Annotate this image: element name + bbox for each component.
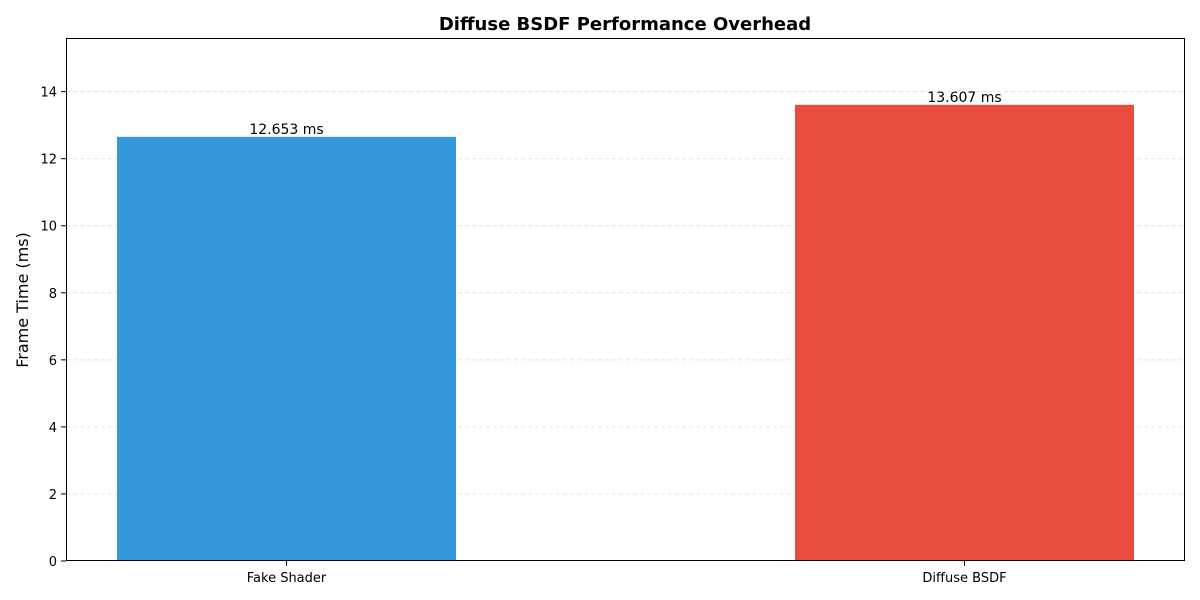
y-tick-label: 12	[40, 153, 57, 168]
x-tick-label: Diffuse BSDF	[922, 571, 1006, 586]
y-tick-label: 6	[49, 354, 57, 369]
plot-frame	[66, 38, 1185, 561]
bar-value-label: 12.653 ms	[249, 122, 323, 138]
y-tick-label: 0	[49, 555, 57, 570]
y-tick-label: 4	[49, 421, 57, 436]
x-tick-label: Fake Shader	[247, 571, 327, 586]
y-tick-label: 8	[49, 287, 57, 302]
bar-diffuse-bsdf	[795, 104, 1134, 562]
y-axis-ticks: 0 2 4 6 8 10 12 14	[40, 86, 66, 570]
chart-title: Diffuse BSDF Performance Overhead	[439, 14, 811, 35]
x-axis-ticks: Fake Shader Diffuse BSDF	[247, 561, 1007, 586]
bars: 12.653 ms 13.607 ms	[117, 90, 1134, 562]
y-axis-label: Frame Time (ms)	[13, 232, 32, 368]
bar-value-label: 13.607 ms	[927, 90, 1001, 106]
y-tick-label: 2	[49, 488, 57, 503]
bar-fake-shader	[117, 136, 456, 562]
y-tick-label: 14	[40, 86, 57, 101]
y-tick-label: 10	[40, 220, 57, 235]
